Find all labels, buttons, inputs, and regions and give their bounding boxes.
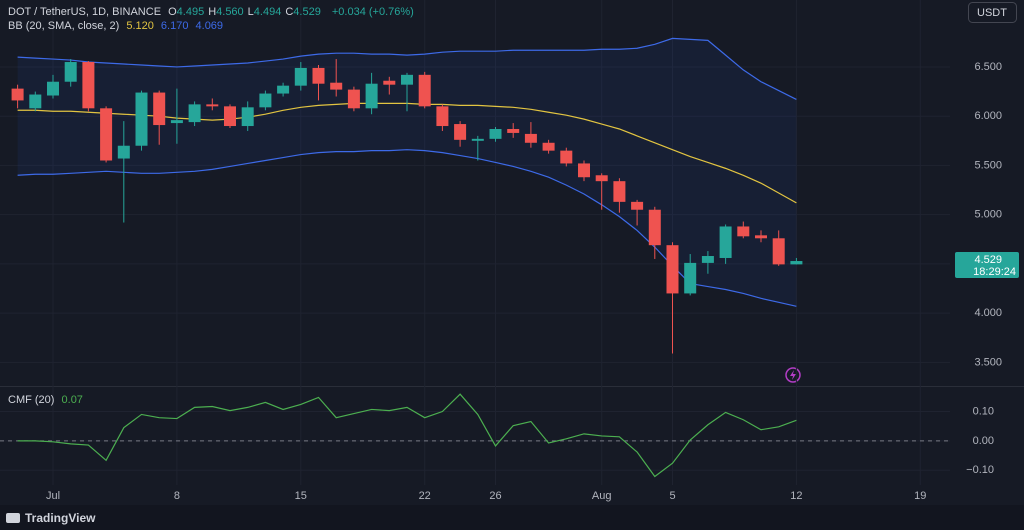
- candle-body: [117, 145, 130, 159]
- cmf-tick-label: 0.10: [973, 405, 994, 417]
- cmf-line: [17, 393, 797, 478]
- candle-body: [489, 128, 502, 139]
- ohlc: O4.495 H4.560 L4.494 C4.529: [168, 6, 325, 18]
- candle-body: [471, 138, 484, 141]
- candle-body: [595, 175, 608, 182]
- x-tick-label: Aug: [592, 490, 612, 502]
- ohlc-value: 4.560: [216, 6, 244, 18]
- candle-body: [436, 106, 449, 127]
- alert-icon[interactable]: [785, 367, 801, 383]
- cmf-value: 0.07: [61, 394, 83, 406]
- bb-basis-value: 5.120: [126, 20, 154, 32]
- currency[interactable]: USDT: [977, 7, 1007, 19]
- ohlc-value: 4.494: [253, 6, 282, 18]
- brand-logo: [6, 513, 20, 523]
- candle-body: [100, 108, 113, 161]
- candle-body: [135, 92, 148, 146]
- brand: TradingView: [25, 511, 96, 525]
- y-tick-label: 3.500: [974, 356, 1002, 368]
- cmf-title: CMF (20): [8, 394, 55, 406]
- countdown: 18:29:24: [973, 266, 1016, 278]
- candle-body: [64, 62, 77, 82]
- ohlc-key: H: [208, 6, 217, 18]
- candle-body: [524, 133, 537, 143]
- candle-body: [560, 150, 573, 164]
- ohlc-value: 4.495: [176, 6, 205, 18]
- candle-body: [241, 107, 254, 127]
- candle-body: [347, 89, 360, 109]
- candle-body: [578, 163, 590, 178]
- candle-body: [224, 106, 236, 127]
- symbol-legend: DOT / TetherUS, 1D, BINANCE O4.495 H4.560…: [8, 6, 418, 18]
- y-tick-label: 4.000: [974, 307, 1002, 319]
- candle-body: [330, 82, 343, 90]
- y-tick-label: 5.000: [974, 209, 1002, 221]
- candle-body: [454, 124, 467, 140]
- y-tick-label: 6.500: [974, 61, 1002, 73]
- x-tick-label: 5: [669, 490, 675, 502]
- ohlc-key: O: [168, 6, 177, 18]
- candle-body: [666, 245, 679, 294]
- price-badge: [955, 252, 1019, 279]
- candle-body: [312, 67, 325, 84]
- candle-body: [648, 209, 661, 246]
- candle-body: [11, 88, 24, 101]
- alert-icon-bolt: [790, 370, 796, 380]
- candle-body: [684, 262, 697, 294]
- ohlc-key: C: [285, 6, 294, 18]
- price-badge-label: 4.529: [974, 254, 1002, 266]
- bb-upper: [17, 37, 797, 100]
- bb-legend: BB (20, SMA, close, 2) 5.120 6.170 4.069: [8, 20, 227, 32]
- y-tick-label: 6.000: [974, 110, 1002, 122]
- candle-body: [170, 120, 183, 124]
- candle-body: [542, 142, 555, 151]
- candle-body: [507, 128, 520, 133]
- bb-lower-value: 4.069: [195, 20, 224, 32]
- candle-body: [418, 74, 431, 107]
- candle-body: [365, 83, 378, 109]
- x-tick-label: 15: [295, 490, 307, 502]
- symbol-title: DOT / TetherUS, 1D, BINANCE: [8, 6, 162, 18]
- candle-body: [401, 74, 413, 85]
- x-tick-label: Jul: [46, 490, 60, 502]
- currency-button[interactable]: [968, 2, 1017, 23]
- candle-body: [188, 104, 201, 123]
- change: +0.034 (+0.76%): [331, 6, 414, 18]
- candle-body: [631, 201, 644, 210]
- ohlc-value: 4.529: [293, 6, 321, 18]
- candle-body: [790, 261, 803, 265]
- candle-body: [294, 67, 307, 86]
- candle-body: [47, 81, 59, 96]
- candle-body: [277, 85, 290, 94]
- footer-bar: [0, 505, 1024, 530]
- candle-body: [701, 256, 714, 263]
- x-tick-label: 22: [419, 490, 431, 502]
- cmf-tick-label: 0.00: [973, 435, 994, 447]
- x-tick-label: 19: [914, 490, 926, 502]
- candle-body: [737, 226, 750, 237]
- candle-body: [755, 235, 767, 239]
- x-tick-label: 8: [174, 490, 180, 502]
- candle-body: [206, 104, 219, 107]
- candle-body: [29, 94, 42, 109]
- candle-body: [719, 226, 732, 258]
- candle-body: [82, 62, 95, 109]
- cmf-legend: CMF (20) 0.07: [8, 394, 87, 406]
- candle-body: [153, 92, 166, 126]
- y-tick-label: 5.500: [974, 159, 1002, 171]
- x-tick-label: 12: [790, 490, 802, 502]
- cmf-tick-label: −0.10: [966, 464, 994, 476]
- candle-body: [259, 93, 272, 108]
- bb-label: BB (20, SMA, close, 2): [8, 20, 120, 32]
- candle-body: [383, 80, 396, 85]
- candle-body: [772, 238, 785, 265]
- ohlc-key: L: [247, 6, 254, 18]
- x-tick-label: 26: [489, 490, 501, 502]
- bb-upper-value: 6.170: [160, 20, 189, 32]
- candle-body: [613, 181, 626, 202]
